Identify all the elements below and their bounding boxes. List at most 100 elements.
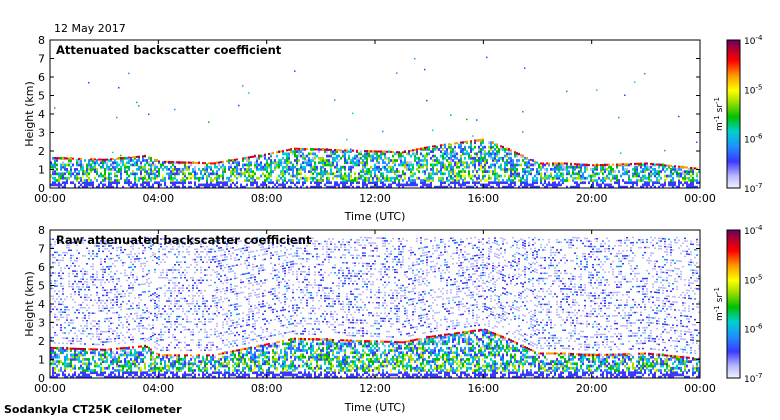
- heatmap-cell: [518, 159, 520, 162]
- noise-cell: [102, 276, 104, 279]
- boundary-layer-cell: [72, 347, 74, 350]
- heatmap-cell: [126, 364, 128, 368]
- heatmap-cell: [224, 165, 226, 169]
- heatmap-cell: [354, 172, 356, 176]
- heatmap-cell: [484, 145, 486, 149]
- heatmap-cell: [190, 181, 192, 185]
- noise-cell: [198, 289, 200, 292]
- heatmap-cell: [210, 181, 212, 185]
- heatmap-cell: [64, 360, 66, 363]
- noise-cell: [182, 308, 184, 310]
- heatmap-cell: [408, 165, 410, 169]
- heatmap-cell: [124, 364, 126, 368]
- heatmap-cell: [86, 183, 88, 187]
- heatmap-cell: [114, 353, 116, 357]
- heatmap-cell: [406, 152, 408, 156]
- noise-cell: [168, 269, 170, 271]
- heatmap-cell: [290, 165, 292, 169]
- heatmap-cell: [688, 176, 690, 180]
- heatmap-cell: [96, 373, 98, 377]
- heatmap-cell: [376, 159, 378, 162]
- heatmap-cell: [200, 362, 202, 366]
- heatmap-cell: [398, 156, 400, 160]
- heatmap-cell: [210, 358, 212, 361]
- noise-cell: [198, 308, 200, 310]
- noise-cell: [198, 253, 200, 256]
- noise-cell: [140, 299, 142, 301]
- noise-cell: [74, 301, 76, 303]
- heatmap-cell: [198, 179, 200, 182]
- noise-cell: [198, 341, 200, 344]
- boundary-layer-cell: [300, 147, 302, 150]
- boundary-layer-cell: [566, 162, 568, 165]
- heatmap-cell: [160, 369, 162, 372]
- noise-cell: [172, 266, 174, 269]
- noise-cell: [142, 244, 144, 247]
- heatmap-cell: [388, 159, 390, 162]
- noise-cell: [58, 295, 60, 298]
- heatmap-cell: [636, 183, 638, 187]
- heatmap-cell: [240, 172, 242, 176]
- noise-cell: [52, 238, 54, 241]
- heatmap-cell: [152, 185, 154, 189]
- heatmap-cell: [132, 371, 134, 375]
- noise-cell: [130, 261, 132, 263]
- heatmap-cell: [188, 360, 190, 363]
- heatmap-cell: [114, 358, 116, 361]
- heatmap-cell: [468, 165, 470, 169]
- heatmap-cell: [236, 168, 238, 171]
- heatmap-cell: [616, 176, 618, 180]
- noise-cell: [204, 318, 206, 320]
- heatmap-cell: [50, 349, 52, 352]
- heatmap-cell: [272, 181, 274, 185]
- heatmap-cell: [534, 174, 536, 178]
- noise-cell: [132, 336, 134, 338]
- noise-cell: [216, 289, 218, 291]
- heatmap-cell: [380, 179, 382, 182]
- heatmap-cell: [296, 163, 298, 167]
- heatmap-cell: [576, 185, 578, 189]
- heatmap-cell: [614, 170, 616, 173]
- heatmap-cell: [64, 366, 66, 370]
- heatmap-cell: [524, 183, 526, 187]
- heatmap-cell: [302, 148, 304, 151]
- heatmap-cell: [418, 170, 420, 173]
- heatmap-cell: [676, 168, 678, 171]
- heatmap-cell: [474, 174, 476, 178]
- heatmap-cell: [646, 163, 648, 167]
- noise-cell: [86, 263, 88, 265]
- noise-cell: [116, 247, 118, 249]
- heatmap-cell: [560, 174, 562, 178]
- boundary-layer-cell: [392, 151, 394, 154]
- heatmap-cell: [452, 150, 454, 153]
- heatmap-cell: [378, 161, 380, 165]
- boundary-layer-cell: [286, 149, 288, 152]
- heatmap-cell: [378, 168, 380, 171]
- heatmap-cell: [124, 156, 126, 160]
- heatmap-cell: [396, 170, 398, 173]
- noise-cell: [200, 243, 202, 245]
- boundary-layer-cell: [66, 157, 68, 160]
- heatmap-cell: [98, 353, 100, 357]
- boundary-layer-cell: [100, 348, 102, 351]
- noise-cell: [66, 264, 68, 267]
- noise-cell: [86, 299, 88, 301]
- boundary-layer-cell: [220, 161, 222, 164]
- noise-cell: [140, 325, 142, 327]
- heatmap-cell: [160, 165, 162, 169]
- boundary-layer-cell: [334, 149, 336, 152]
- noise-cell: [194, 310, 196, 313]
- heatmap-cell: [276, 179, 278, 182]
- noise-cell: [196, 238, 198, 240]
- heatmap-cell: [120, 161, 122, 165]
- heatmap-cell: [358, 159, 360, 162]
- noise-cell: [144, 291, 146, 293]
- noise-cell: [174, 264, 176, 266]
- heatmap-cell: [166, 371, 168, 375]
- noise-cell: [176, 240, 178, 243]
- heatmap-cell: [560, 179, 562, 182]
- noise-cell: [70, 319, 72, 321]
- boundary-layer-cell: [548, 162, 550, 165]
- noise-cell: [108, 317, 110, 320]
- heatmap-cell: [320, 165, 322, 169]
